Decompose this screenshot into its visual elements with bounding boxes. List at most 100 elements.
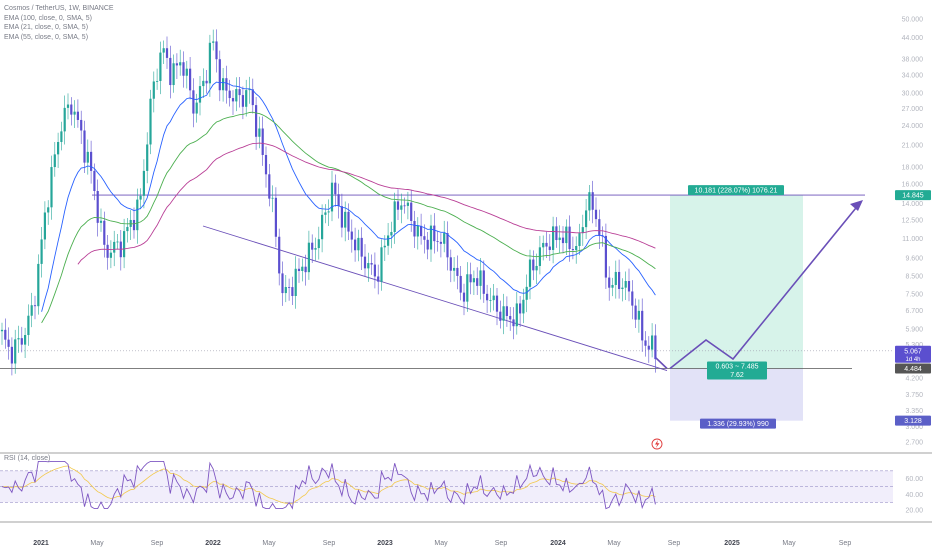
candle-body [601, 235, 604, 237]
candle-body [314, 248, 317, 250]
candle-body [195, 102, 198, 114]
candle-body [321, 214, 324, 240]
y-tick-label: 5.300 [905, 342, 923, 349]
candle-body [396, 201, 400, 210]
candle-body [70, 104, 73, 115]
candle-body [208, 42, 211, 84]
countdown-text: 1d 4h [905, 357, 920, 363]
candle-body [162, 48, 165, 53]
ema55-line [41, 111, 656, 324]
candle-body [278, 236, 281, 274]
y-tick-label: 14.000 [902, 201, 924, 208]
candle-body [344, 211, 347, 228]
candle-body [7, 339, 10, 347]
candle-body [423, 236, 426, 240]
candle-body [410, 202, 413, 221]
rsi-legend: RSI (14, close) [4, 455, 51, 462]
candle-body [198, 86, 202, 103]
candle-body [14, 339, 17, 364]
candle-body [324, 212, 327, 215]
candle-body [383, 245, 386, 248]
candle-body [179, 62, 182, 66]
candle-body [43, 212, 46, 240]
candle-body [50, 167, 53, 208]
candle-body [443, 233, 446, 244]
candle-body [604, 235, 607, 278]
candle-body [462, 292, 466, 302]
candle-body [311, 242, 314, 250]
candle-body [581, 227, 584, 234]
candle-body [212, 41, 215, 43]
candle-body [555, 226, 558, 241]
candle-body [624, 281, 627, 288]
candle-body [575, 246, 578, 251]
candle-body [535, 265, 538, 271]
candle-body [109, 252, 112, 258]
x-tick-label: Sep [151, 540, 164, 547]
candle-body [571, 249, 574, 251]
candle-body [255, 105, 258, 137]
candle-body [466, 274, 469, 302]
y-tick-label: 5.900 [905, 326, 923, 333]
candle-body [96, 190, 99, 223]
arrow-head [850, 200, 863, 211]
candle-body [0, 329, 4, 332]
candle-body [60, 131, 63, 142]
y-tick-label: 2.700 [905, 440, 923, 447]
candle-body [469, 274, 472, 283]
candle-body [644, 340, 647, 346]
candle-body [360, 237, 363, 257]
candle-body [251, 89, 254, 106]
ema21-line [41, 81, 656, 312]
y-tick-label: 11.000 [902, 236, 923, 243]
candle-body [281, 273, 284, 294]
candle-body [608, 277, 611, 288]
candle-body [561, 237, 565, 244]
candle-body [76, 111, 79, 120]
candle-body [522, 299, 525, 314]
candle-body [123, 231, 126, 258]
candle-body [347, 211, 350, 232]
y-tick-label: 21.000 [902, 142, 924, 149]
candle-body [505, 306, 508, 316]
candle-body [189, 68, 192, 91]
candle-body [486, 293, 489, 301]
candle-body [354, 239, 357, 251]
svg-text:4.484: 4.484 [904, 366, 922, 373]
y-tick-label: 9.600 [905, 256, 923, 263]
candle-body [499, 311, 502, 321]
ema100-label: EMA (100, close, 0, SMA, 5) [4, 14, 92, 22]
candle-body [350, 231, 353, 240]
candle-body [406, 202, 409, 206]
candle-body [284, 287, 287, 294]
candle-body [27, 315, 30, 336]
candle-body [116, 241, 119, 243]
candle-body [357, 237, 360, 251]
x-tick-label: 2022 [205, 540, 221, 547]
candle-body [268, 174, 271, 199]
candle-body [172, 63, 175, 86]
candle-body [238, 89, 241, 96]
candle-body [136, 199, 139, 231]
y-tick-label: 50.000 [902, 17, 924, 24]
candle-body [225, 78, 228, 91]
x-tick-label: May [262, 540, 276, 547]
candle-body [641, 310, 644, 341]
candle-body [20, 338, 23, 345]
candle-body [654, 335, 657, 360]
candle-body [274, 197, 277, 237]
candles [0, 29, 657, 376]
x-tick-label: May [607, 540, 621, 547]
candle-body [528, 259, 532, 287]
candle-body [66, 104, 70, 108]
y-tick-label: 7.500 [905, 291, 923, 298]
candle-body [532, 259, 535, 271]
rsi-axis-label: 60.00 [905, 476, 923, 483]
x-tick-label: May [782, 540, 796, 547]
rsi-ma-line [1, 465, 656, 505]
candle-body [146, 144, 149, 171]
y-tick-label: 6.700 [905, 308, 923, 315]
svg-text:1.336 (29.93%) 990: 1.336 (29.93%) 990 [707, 421, 769, 428]
